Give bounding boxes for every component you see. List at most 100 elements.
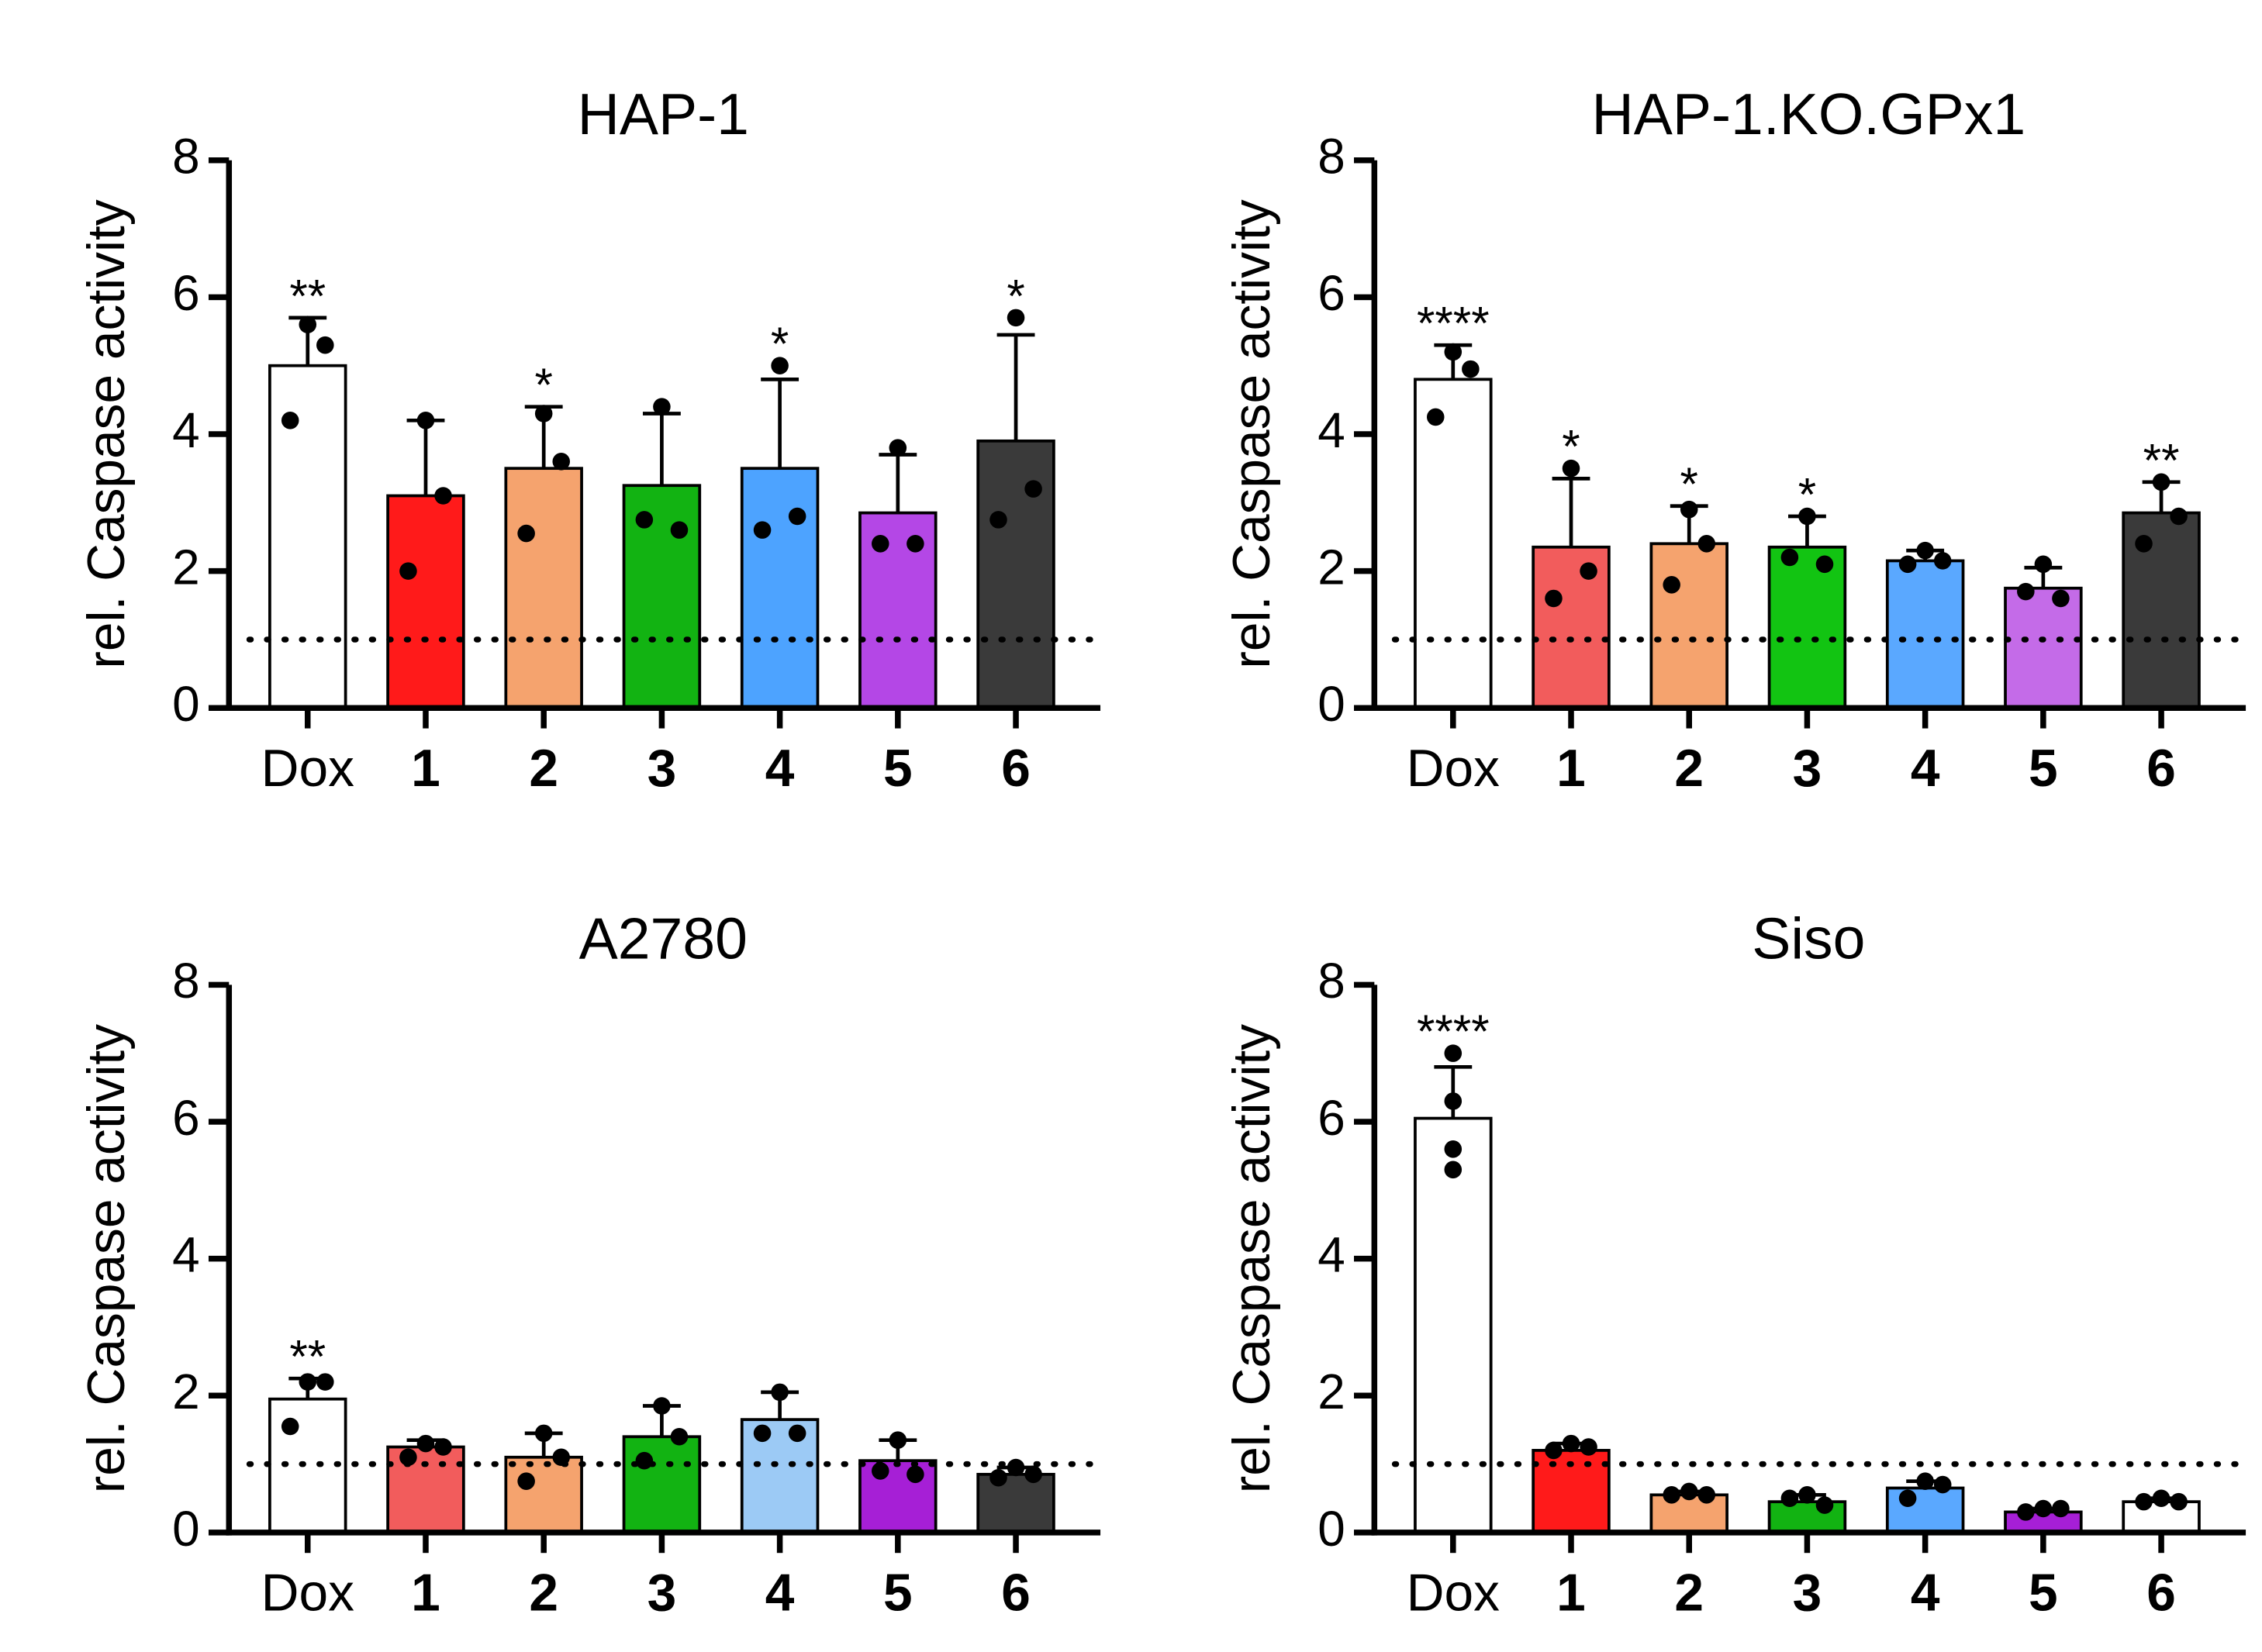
x-tick-label: Dox xyxy=(1407,1564,1500,1623)
data-point xyxy=(653,1397,671,1415)
error-bar xyxy=(996,333,1035,441)
data-point xyxy=(771,1383,789,1402)
data-point xyxy=(1007,1458,1025,1477)
data-point xyxy=(1444,1140,1463,1158)
bar xyxy=(504,1455,583,1534)
bar xyxy=(1885,559,1965,710)
data-point xyxy=(670,1427,689,1446)
bar xyxy=(740,467,820,710)
error-bar xyxy=(642,412,681,486)
data-point xyxy=(989,1468,1007,1487)
data-point xyxy=(299,316,317,333)
data-point xyxy=(1898,1489,1917,1508)
data-point xyxy=(434,487,452,505)
significance: * xyxy=(1007,270,1024,322)
x-tick-label: 4 xyxy=(1911,740,1940,798)
y-axis-label: rel. Caspase activity xyxy=(1223,1024,1281,1493)
x-tick-label: 2 xyxy=(1674,740,1704,798)
bar xyxy=(2004,586,2083,710)
chart-title: Siso xyxy=(1752,906,1865,971)
data-point xyxy=(299,1373,317,1391)
data-point xyxy=(316,1373,334,1391)
data-point xyxy=(1444,1161,1463,1179)
bar xyxy=(386,494,465,710)
significance: **** xyxy=(1417,298,1490,350)
significance: * xyxy=(1798,468,1816,520)
error-bar xyxy=(879,453,917,513)
bar xyxy=(2122,511,2201,710)
x-tick-label: Dox xyxy=(261,740,354,798)
bar xyxy=(976,1472,1055,1534)
data-point xyxy=(2152,1489,2170,1508)
y-tick-label: 4 xyxy=(1317,402,1345,458)
x-tick-label: 1 xyxy=(411,1564,440,1623)
x-tick-label: 1 xyxy=(1556,740,1586,798)
y-tick-label: 2 xyxy=(1317,540,1345,595)
data-point xyxy=(1444,343,1463,361)
data-point xyxy=(1444,1092,1463,1110)
data-point xyxy=(2017,1503,2035,1521)
data-point xyxy=(281,1417,299,1436)
data-point xyxy=(872,1462,889,1480)
data-point xyxy=(1024,1465,1042,1484)
data-point xyxy=(316,336,334,354)
significance: **** xyxy=(1417,1005,1490,1057)
bar xyxy=(268,364,347,710)
x-tick-label: 2 xyxy=(529,1564,558,1623)
y-axis-label: rel. Caspase activity xyxy=(78,1024,136,1493)
x-tick-label: 1 xyxy=(411,740,440,798)
data-point xyxy=(753,521,772,539)
data-point xyxy=(1798,507,1816,526)
data-point xyxy=(552,453,571,471)
y-tick-label: 2 xyxy=(172,1364,200,1419)
x-tick-label: 1 xyxy=(1556,1564,1586,1623)
y-tick-label: 6 xyxy=(172,1090,200,1146)
y-tick-label: 6 xyxy=(1317,265,1345,321)
bar xyxy=(976,439,1055,710)
data-point xyxy=(1916,541,1934,560)
data-point xyxy=(907,1465,924,1484)
data-point xyxy=(1780,1489,1799,1508)
y-tick-label: 0 xyxy=(172,676,200,732)
data-point xyxy=(2017,582,2035,601)
bar xyxy=(622,1435,702,1534)
data-point xyxy=(788,507,806,526)
y-tick-label: 6 xyxy=(1317,1090,1345,1146)
x-tick-label: 5 xyxy=(2029,740,2058,798)
chart-title: A2780 xyxy=(579,906,748,971)
y-axis-label: rel. Caspase activity xyxy=(78,199,136,668)
data-point xyxy=(399,1448,417,1467)
y-tick-label: 8 xyxy=(172,953,200,1009)
x-tick-label: 6 xyxy=(1001,740,1031,798)
data-point xyxy=(889,1431,907,1449)
data-point xyxy=(2170,507,2188,526)
x-tick-label: Dox xyxy=(261,1564,354,1623)
y-tick-label: 4 xyxy=(1317,1226,1345,1282)
data-point xyxy=(2052,589,2070,608)
data-point xyxy=(2152,473,2170,491)
data-point xyxy=(1697,535,1716,553)
data-point xyxy=(889,439,907,457)
x-tick-label: 2 xyxy=(529,740,558,798)
significance: * xyxy=(1562,421,1580,473)
y-tick-label: 0 xyxy=(1317,1501,1345,1557)
data-point xyxy=(1462,360,1480,378)
bar xyxy=(858,1459,938,1534)
data-point xyxy=(1580,562,1597,580)
bar xyxy=(622,484,702,710)
bar xyxy=(1532,545,1611,710)
bar xyxy=(1649,1493,1728,1534)
data-point xyxy=(1798,1486,1816,1504)
significance: * xyxy=(534,359,552,411)
data-point xyxy=(670,521,689,539)
data-point xyxy=(1562,459,1580,478)
y-tick-label: 8 xyxy=(1317,129,1345,185)
bar xyxy=(1414,1116,1493,1534)
x-tick-label: 4 xyxy=(1911,1564,1940,1623)
data-point xyxy=(753,1424,772,1443)
bar xyxy=(740,1418,820,1534)
significance: * xyxy=(771,318,789,370)
bar xyxy=(1885,1486,1965,1534)
data-point xyxy=(517,524,535,543)
data-point xyxy=(1545,1441,1563,1460)
